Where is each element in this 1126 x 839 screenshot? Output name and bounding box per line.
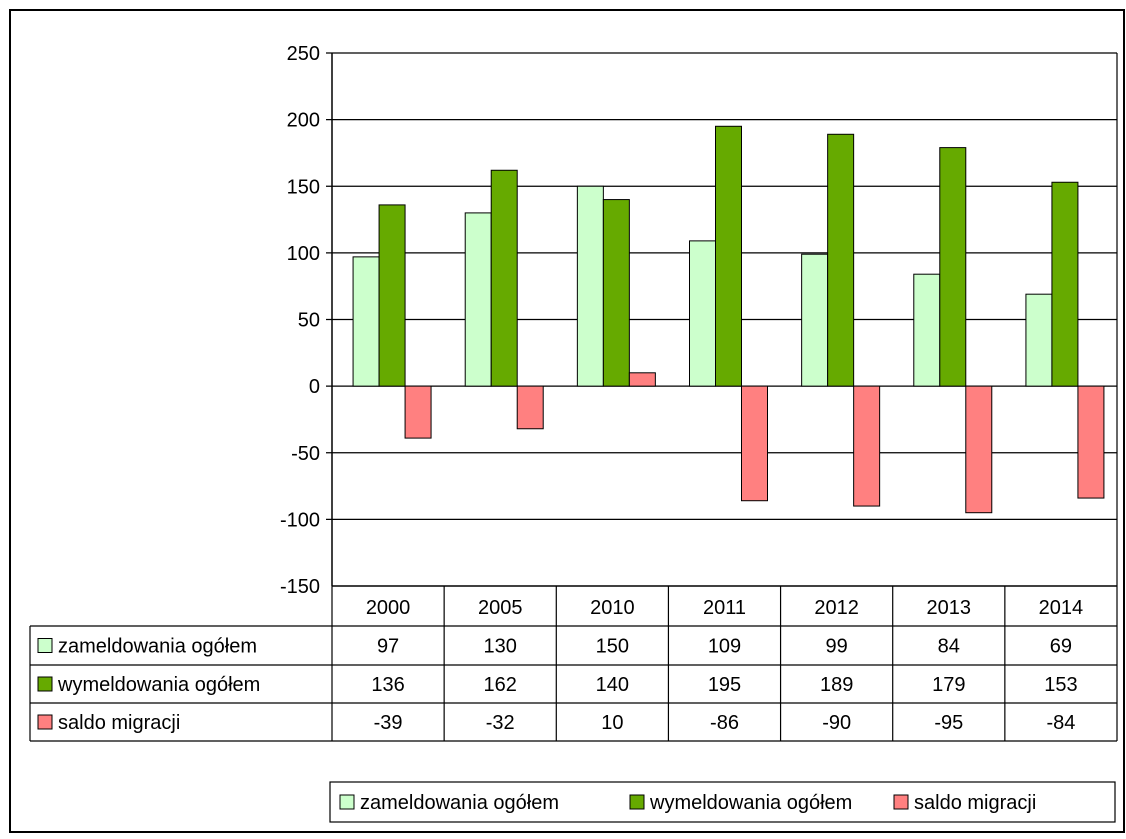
data-label: 97 [377,636,399,658]
legend-box [329,781,1116,823]
data-label: 162 [484,674,517,696]
data-label: 136 [371,674,404,696]
data-label: 140 [596,674,629,696]
legend-label: wymeldowania ogółem [649,792,852,814]
data-label: -32 [486,712,515,734]
bar [378,204,406,387]
x-tick-label: 2010 [590,597,635,619]
bar [628,372,656,387]
data-label: 153 [1044,674,1077,696]
bar [715,125,742,387]
data-label: 130 [484,636,517,658]
bar [853,385,881,507]
data-label: -90 [822,712,851,734]
chart-border [9,9,1125,833]
row-label: saldo migracji [58,712,180,734]
bar [827,133,855,387]
legend-label: saldo migracji [914,792,1036,814]
bar [689,240,716,387]
data-label: 109 [708,636,741,658]
data-label: 195 [708,674,741,696]
bar [464,212,492,387]
y-tick-label: 50 [298,310,320,332]
bar [576,185,604,387]
bar [965,385,993,514]
x-tick-label: 2013 [927,597,972,619]
x-tick-label: 2012 [814,597,859,619]
y-tick-label: 200 [287,110,320,132]
data-label: 99 [826,636,848,658]
bar [1077,385,1105,499]
data-label: 150 [596,636,629,658]
y-tick-label: -50 [291,443,320,465]
legend-swatch [339,794,355,810]
x-tick-label: 2000 [366,597,411,619]
bar [404,385,432,439]
y-tick-label: -100 [280,509,320,531]
x-tick-label: 2011 [703,597,746,619]
legend-key [37,714,53,730]
data-label: 69 [1050,636,1072,658]
data-label: -84 [1046,712,1075,734]
y-tick-label: 150 [287,176,320,198]
data-label: -39 [374,712,403,734]
data-label: 10 [601,712,623,734]
x-tick-label: 2014 [1039,597,1084,619]
row-label: wymeldowania ogółem [57,674,260,696]
bar [801,253,829,387]
bar [602,199,630,387]
row-label: zameldowania ogółem [58,636,257,658]
legend-label: zameldowania ogółem [360,792,559,814]
data-label: 84 [938,636,960,658]
y-tick-label: 250 [287,43,320,65]
bar [741,385,768,502]
x-tick-label: 2005 [478,597,523,619]
legend-key [37,638,53,653]
legend-swatch [629,794,645,810]
legend-key [37,676,53,692]
bar [352,256,380,387]
bar [516,385,544,430]
y-tick-label: 0 [309,376,320,398]
data-label: -86 [710,712,739,734]
bar [913,273,941,387]
bar [939,147,967,387]
y-tick-label: 100 [287,243,320,265]
bar [1051,181,1079,387]
data-label: 189 [820,674,853,696]
legend-swatch [893,794,909,810]
y-tick-label: -150 [280,576,320,598]
data-label: -95 [934,712,963,734]
bar [490,169,518,387]
bar [1025,293,1053,387]
data-label: 179 [932,674,965,696]
